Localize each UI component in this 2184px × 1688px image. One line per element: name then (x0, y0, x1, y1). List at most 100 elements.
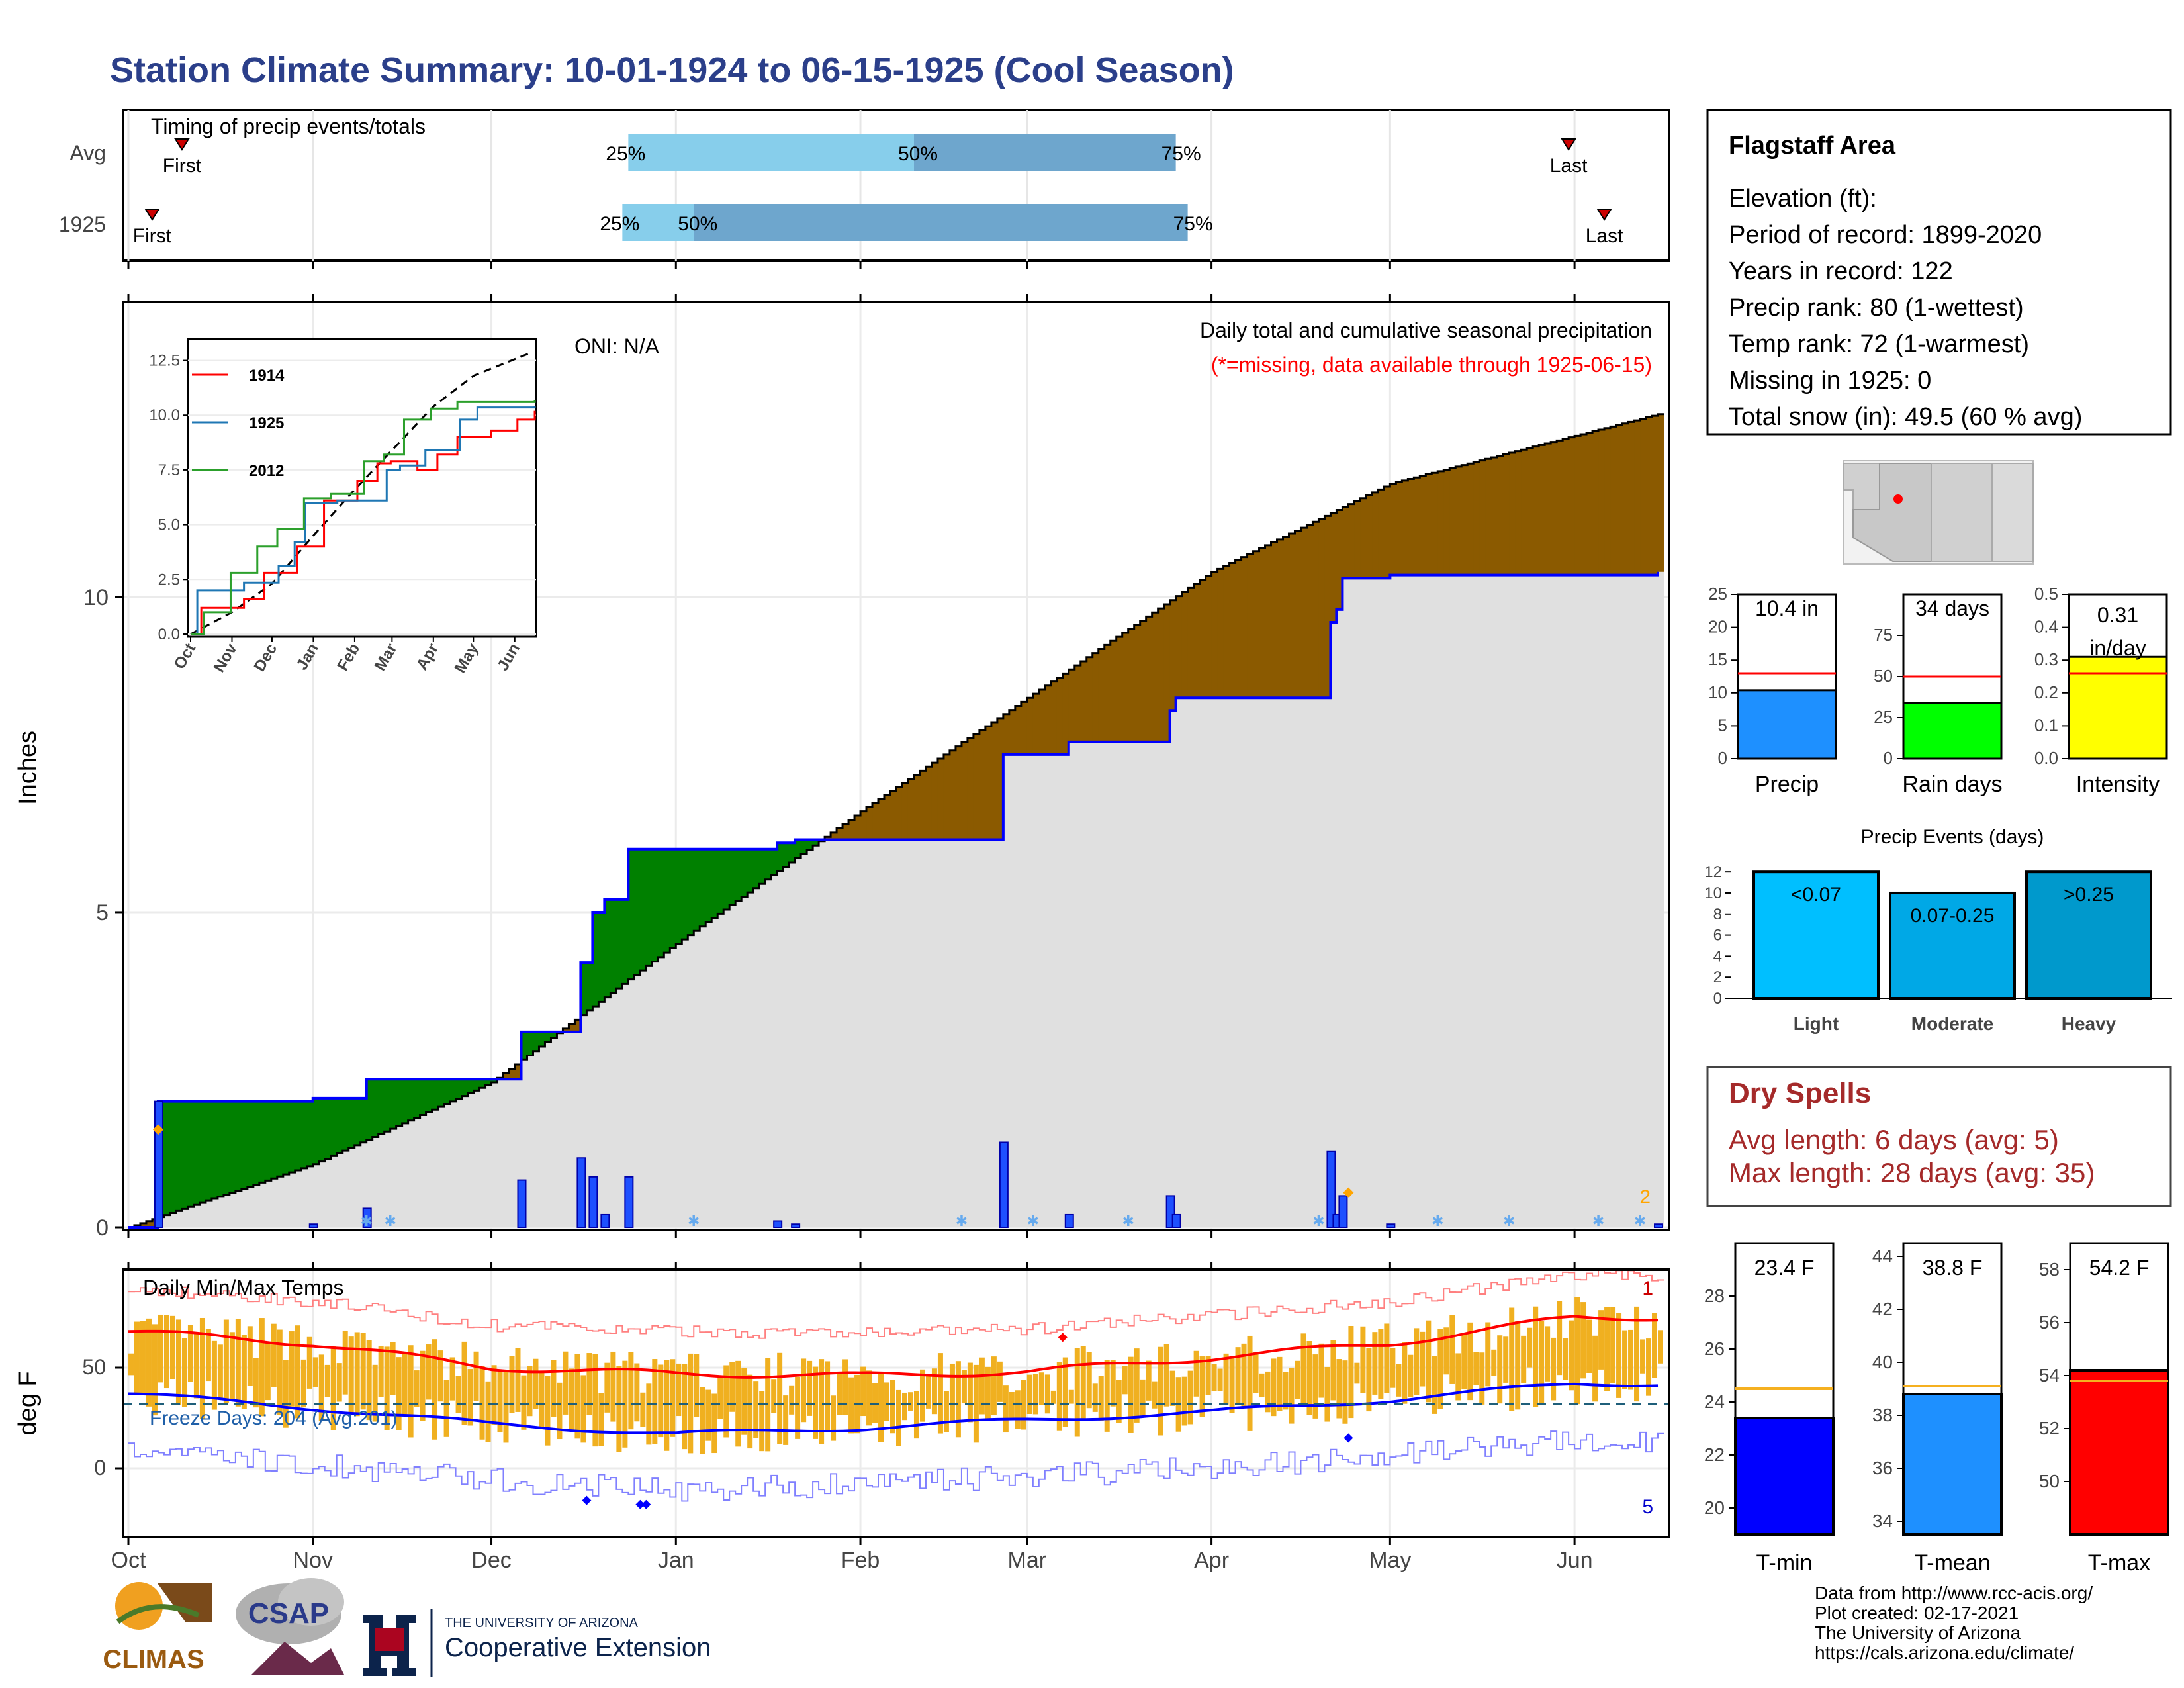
precip-base-column (1360, 578, 1367, 1227)
daily-temp-bar (628, 1352, 634, 1430)
inset-series-line (191, 410, 536, 635)
precip-base-column (205, 1201, 212, 1227)
daily-temp-bar (884, 1382, 890, 1421)
summary-ytick-label: 20 (1708, 617, 1727, 637)
tempbar-ytick-label: 52 (2039, 1418, 2060, 1438)
below-average-column (1443, 469, 1450, 575)
daily-temp-bar (354, 1332, 360, 1417)
daily-temp-bar (1193, 1350, 1199, 1397)
daily-temp-bar (1116, 1380, 1122, 1423)
precip-base-column (1628, 575, 1635, 1227)
below-average-column (1015, 706, 1022, 755)
daily-temp-bar (943, 1391, 949, 1432)
precip-base-column (402, 1123, 409, 1227)
precip-base-column (1128, 741, 1135, 1227)
below-average-column (1110, 641, 1117, 742)
daily-temp-bar (342, 1330, 348, 1395)
precip-base-column (1342, 578, 1349, 1227)
daily-temp-bar (1050, 1390, 1056, 1404)
tempbar-ytick-label: 58 (2039, 1259, 2060, 1280)
events-category: Moderate (1911, 1013, 1993, 1034)
above-average-column (688, 849, 694, 935)
below-average-column (1432, 473, 1438, 575)
below-average-column (931, 763, 938, 840)
x-axis: Oct Nov Dec Jan Feb Mar Apr May Jun (111, 1548, 1593, 1573)
above-average-column (199, 1101, 206, 1203)
observed-cumulative-line (128, 571, 1660, 1229)
above-average-column (408, 1079, 415, 1121)
daily-temp-bar (1497, 1335, 1503, 1404)
below-average-column (913, 774, 921, 840)
below-average-column (563, 1028, 570, 1032)
temp-panel: Daily Min/Max Temps Freeze Days: 204 (Av… (14, 1262, 1670, 1545)
precip-base-column (717, 914, 724, 1227)
precip-base-column (967, 839, 974, 1227)
daily-precip-bar (1064, 1213, 1074, 1229)
daily-precip-bar (773, 1220, 783, 1229)
precip-base-column (747, 892, 754, 1227)
above-average-column (473, 1079, 480, 1091)
precip-base-column (1455, 575, 1462, 1227)
daily-temp-bar (765, 1358, 771, 1452)
precip-base-column (384, 1131, 391, 1227)
daily-temp-bar (825, 1361, 831, 1431)
daily-temp-bar (426, 1344, 432, 1400)
snow-marker-icon: ✱ (1312, 1213, 1324, 1229)
daily-temp-bar (1420, 1331, 1426, 1387)
below-average-column (1610, 426, 1617, 575)
below-average-column (973, 734, 980, 840)
daily-temp-bar (1032, 1374, 1038, 1415)
above-average-column (277, 1101, 284, 1177)
precip-base-column (437, 1107, 445, 1227)
daily-temp-bar (842, 1359, 848, 1415)
precip-base-column (1574, 575, 1581, 1227)
below-average-column (961, 742, 968, 840)
daily-temp-bar (700, 1387, 705, 1454)
daily-temp-bar (1187, 1370, 1193, 1425)
daily-temp-bar (1461, 1333, 1467, 1389)
record-marker-icon (1343, 1433, 1353, 1443)
x-axis-label: Dec (471, 1548, 511, 1573)
below-average-column (949, 750, 956, 840)
tempbar-ytick-label: 54 (2039, 1365, 2060, 1385)
precip-base-column (622, 984, 629, 1227)
precip-base-column (1586, 575, 1593, 1227)
daily-temp-bar (432, 1339, 437, 1440)
precip-base-column (848, 839, 855, 1227)
temp-tick-50: 50 (82, 1355, 106, 1379)
above-average-column (390, 1079, 397, 1129)
below-average-column (1140, 620, 1147, 742)
precip-base-column (1277, 698, 1284, 1227)
footer-line: Plot created: 02-17-2021 (1815, 1603, 2019, 1623)
precip-base-column (807, 849, 813, 1227)
below-average-column (1259, 548, 1266, 698)
daily-temp-bar (557, 1382, 563, 1440)
summary-bar-fill (1902, 702, 2003, 760)
snow-marker-icon: ✱ (688, 1213, 700, 1229)
above-average-column (485, 1079, 492, 1086)
precip-base-column (854, 839, 861, 1227)
below-average-column (1533, 446, 1539, 575)
precip-base-column (723, 909, 730, 1227)
precip-base-column (211, 1199, 218, 1227)
precip-base-column (1169, 710, 1177, 1227)
precip-base-column (1336, 609, 1343, 1227)
first-marker-icon (144, 209, 160, 221)
precip-base-column (1074, 741, 1081, 1227)
precip-base-column (1110, 741, 1117, 1227)
precip-base-column (705, 922, 712, 1227)
precip-base-column (1021, 754, 1028, 1227)
precip-base-column (289, 1172, 296, 1227)
daily-temp-bar (241, 1335, 247, 1409)
precip-base-column (664, 953, 670, 1227)
daily-temp-bar (919, 1369, 925, 1422)
precip-base-column (1122, 741, 1129, 1227)
precip-base-column (1652, 575, 1659, 1227)
daily-temp-bar (646, 1383, 652, 1445)
daily-temp-bar (580, 1375, 586, 1443)
precip-base-column (271, 1178, 278, 1227)
precip-base-column (1223, 698, 1230, 1227)
daily-temp-bar (509, 1356, 515, 1413)
